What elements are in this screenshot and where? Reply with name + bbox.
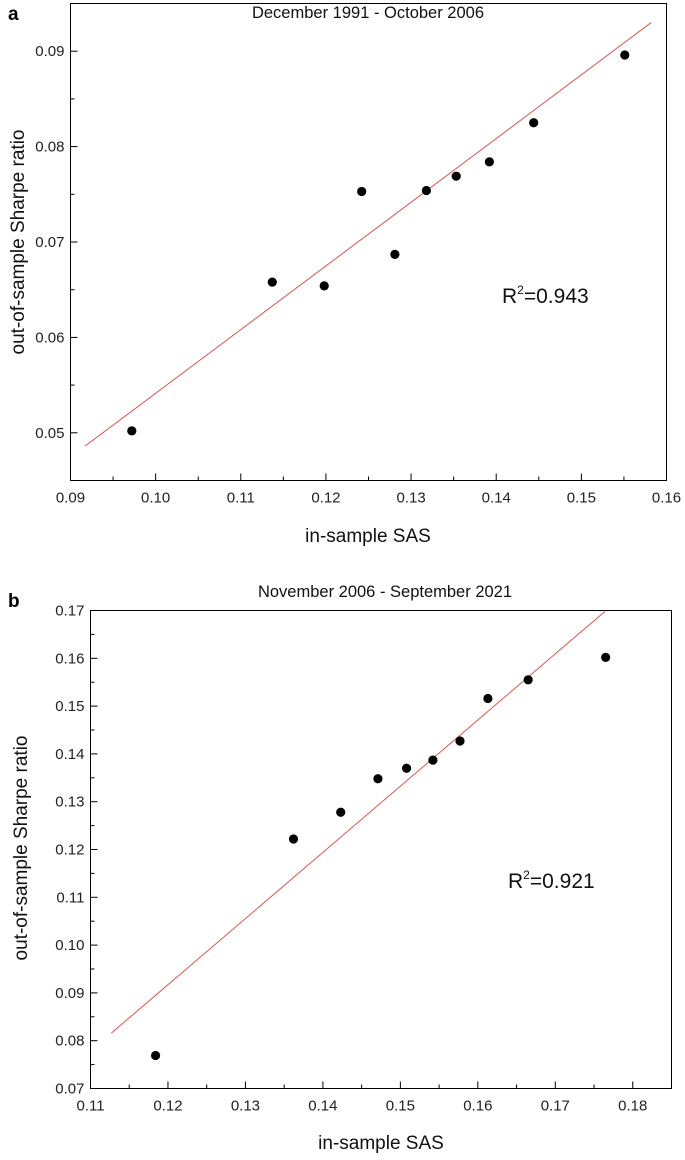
y-tick-label-b-1: 0.08 — [55, 1033, 84, 1050]
x-tick-label-a-6: 0.15 — [567, 490, 596, 507]
y-tick-label-a-1: 0.06 — [35, 329, 64, 346]
data-point-a-6 — [451, 171, 461, 181]
y-axis-title-a: out-of-sample Sharpe ratio — [8, 130, 29, 355]
x-tick-label-a-3: 0.12 — [311, 490, 340, 507]
y-axis-title-b: out-of-sample Sharpe ratio — [11, 736, 32, 961]
chart-panel-b: b November 2006 - September 2021 0.070.0… — [8, 583, 672, 1154]
y-tick-label-b-10: 0.17 — [55, 603, 84, 620]
data-point-a-5 — [421, 185, 431, 196]
chart-panel-a: a December 1991 - October 2006 0.050.060… — [8, 3, 681, 547]
r-symbol-a: R — [502, 285, 517, 308]
data-point-b-8 — [523, 675, 533, 685]
data-point-a-8 — [529, 118, 539, 128]
x-axis-title-b: in-sample SAS — [318, 1133, 444, 1154]
r-symbol-b: R — [508, 870, 523, 893]
x-tick-label-b-6: 0.17 — [541, 1098, 570, 1115]
x-tick-label-b-7: 0.18 — [618, 1098, 647, 1115]
data-point-b-3 — [373, 774, 383, 784]
y-tick-label-b-3: 0.10 — [55, 937, 84, 954]
y-tick-label-a-4: 0.09 — [35, 43, 64, 60]
data-point-a-9 — [620, 50, 630, 60]
y-tick-label-b-0: 0.07 — [55, 1081, 84, 1098]
y-tick-label-b-5: 0.12 — [55, 842, 84, 859]
y-tick-label-b-2: 0.09 — [55, 985, 84, 1002]
data-point-b-4 — [401, 763, 412, 773]
x-tick-label-b-0: 0.11 — [76, 1098, 104, 1115]
x-tick-label-a-4: 0.13 — [396, 490, 425, 507]
data-point-b-2 — [336, 807, 346, 817]
data-point-a-2 — [319, 281, 329, 291]
r-squared-annotation-b: R2=0.921 — [508, 868, 595, 893]
data-point-b-5 — [428, 755, 438, 765]
r-squared-annotation-a: R2=0.943 — [502, 283, 589, 308]
data-point-b-1 — [288, 834, 299, 844]
data-points-a — [127, 50, 630, 436]
data-point-a-0 — [127, 426, 137, 436]
y-tick-label-b-8: 0.15 — [55, 698, 84, 715]
x-tick-label-a-2: 0.11 — [227, 490, 255, 507]
panel-label-b: b — [8, 591, 20, 612]
y-tick-label-b-7: 0.14 — [55, 746, 84, 763]
x-tick-label-b-3: 0.14 — [308, 1098, 337, 1115]
r-squared-value-a: =0.943 — [524, 285, 589, 308]
y-axis-ticks-a: 0.05 0.06 0.07 0.08 0.09 — [35, 43, 78, 481]
x-axis-title-a: in-sample SAS — [305, 526, 431, 547]
x-tick-label-a-1: 0.10 — [141, 490, 170, 507]
y-tick-label-b-6: 0.13 — [55, 794, 84, 811]
data-point-a-1 — [267, 277, 277, 287]
chart-title-b: November 2006 - September 2021 — [258, 583, 512, 601]
data-point-a-7 — [484, 157, 495, 167]
r-squared-exponent-b: 2 — [523, 868, 530, 882]
x-tick-label-b-2: 0.13 — [231, 1098, 260, 1115]
data-point-b-0 — [150, 1050, 161, 1061]
data-point-b-6 — [455, 736, 465, 746]
x-tick-label-b-1: 0.12 — [153, 1098, 182, 1115]
data-points-b — [150, 652, 611, 1061]
x-tick-label-b-5: 0.16 — [463, 1098, 492, 1115]
chart-title-a: December 1991 - October 2006 — [252, 4, 484, 22]
x-axis-ticks-b: 0.11 0.12 0.13 0.14 0.15 0.16 0.17 0.18 — [76, 1081, 672, 1115]
data-point-b-7 — [483, 693, 493, 704]
r-squared-exponent-a: 2 — [517, 283, 524, 297]
fit-line-a — [84, 22, 652, 447]
data-point-a-4 — [390, 249, 400, 260]
y-axis-ticks-b: 0.07 0.08 0.09 0.10 0.11 0.12 0.13 0.14 0.15 0.16… — [55, 603, 98, 1098]
r-squared-value-b: =0.921 — [530, 870, 595, 893]
y-tick-label-a-0: 0.05 — [35, 425, 64, 442]
x-axis-ticks-a: 0.09 0.10 0.11 0.12 0.13 0.14 0.15 0.16 — [56, 473, 681, 507]
y-tick-label-b-4: 0.11 — [56, 889, 84, 906]
y-tick-label-a-3: 0.08 — [35, 139, 64, 156]
x-tick-label-a-7: 0.16 — [652, 490, 681, 507]
fit-line-b — [111, 611, 606, 1034]
x-tick-label-a-5: 0.14 — [482, 490, 511, 507]
x-tick-label-b-4: 0.15 — [386, 1098, 415, 1115]
y-tick-label-a-2: 0.07 — [35, 234, 64, 251]
x-tick-label-a-0: 0.09 — [56, 490, 85, 507]
plot-frame-a — [70, 3, 667, 481]
panel-label-a: a — [8, 4, 19, 25]
plot-frame-b — [90, 610, 672, 1089]
y-tick-label-b-9: 0.16 — [55, 650, 84, 667]
data-point-b-9 — [601, 652, 611, 662]
data-point-a-3 — [357, 186, 367, 197]
